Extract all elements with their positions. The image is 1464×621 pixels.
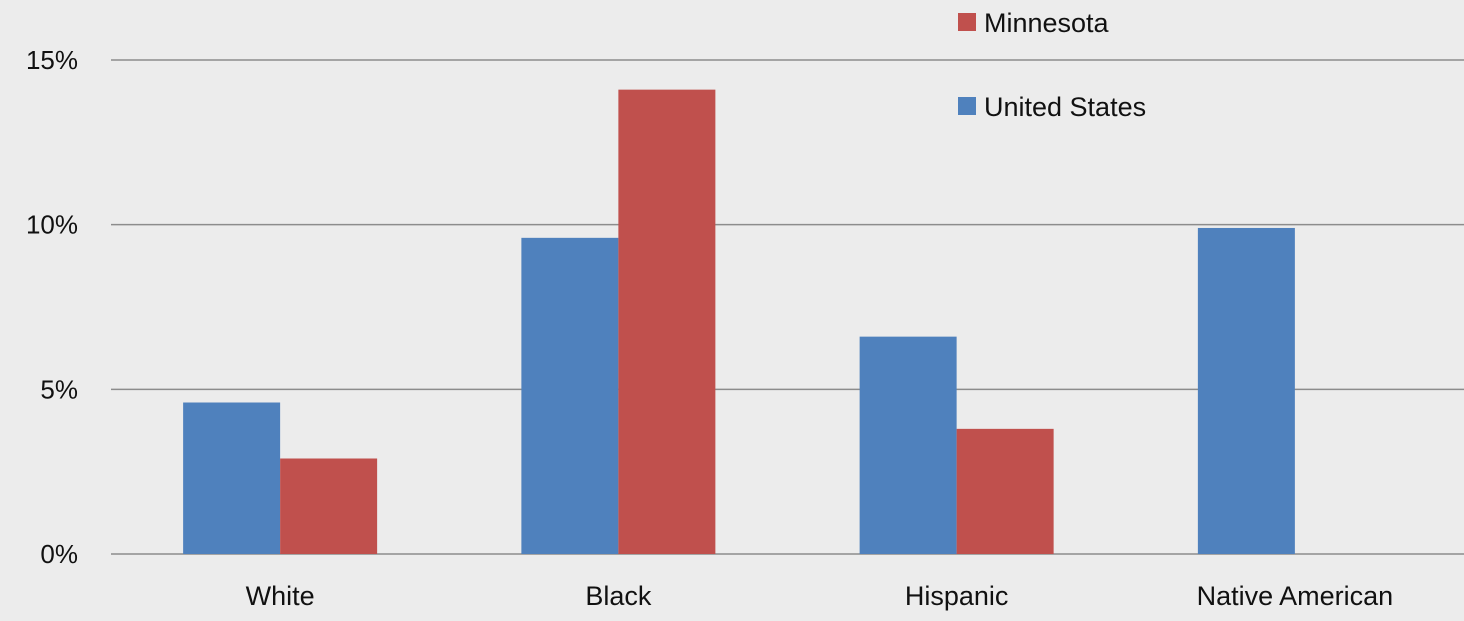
bar-united-states-native-american [1197,227,1295,554]
x-category-label: White [246,581,315,611]
legend: Minnesota United States [958,8,1146,122]
bar-united-states-white [183,402,281,554]
legend-label-united-states: United States [984,92,1146,122]
y-tick-label: 5% [40,374,78,404]
y-tick-label: 15% [26,45,78,75]
bar-united-states-black [521,237,619,554]
bar-minnesota-white [280,458,378,554]
x-axis-categories: White Black Hispanic Native American [246,581,1394,611]
x-category-label: Native American [1197,581,1394,611]
bar-minnesota-black [618,89,716,554]
y-tick-label: 10% [26,210,78,240]
bar-minnesota-hispanic [956,428,1054,554]
x-category-label: Hispanic [905,581,1009,611]
x-category-label: Black [585,581,652,611]
y-axis-ticks: 0% 5% 10% 15% [26,45,78,569]
bar-united-states-hispanic [859,336,957,554]
y-tick-label: 0% [40,539,78,569]
legend-swatch-united-states [958,97,976,115]
legend-label-minnesota: Minnesota [984,8,1110,38]
bars-layer [183,89,1295,554]
legend-swatch-minnesota [958,13,976,31]
